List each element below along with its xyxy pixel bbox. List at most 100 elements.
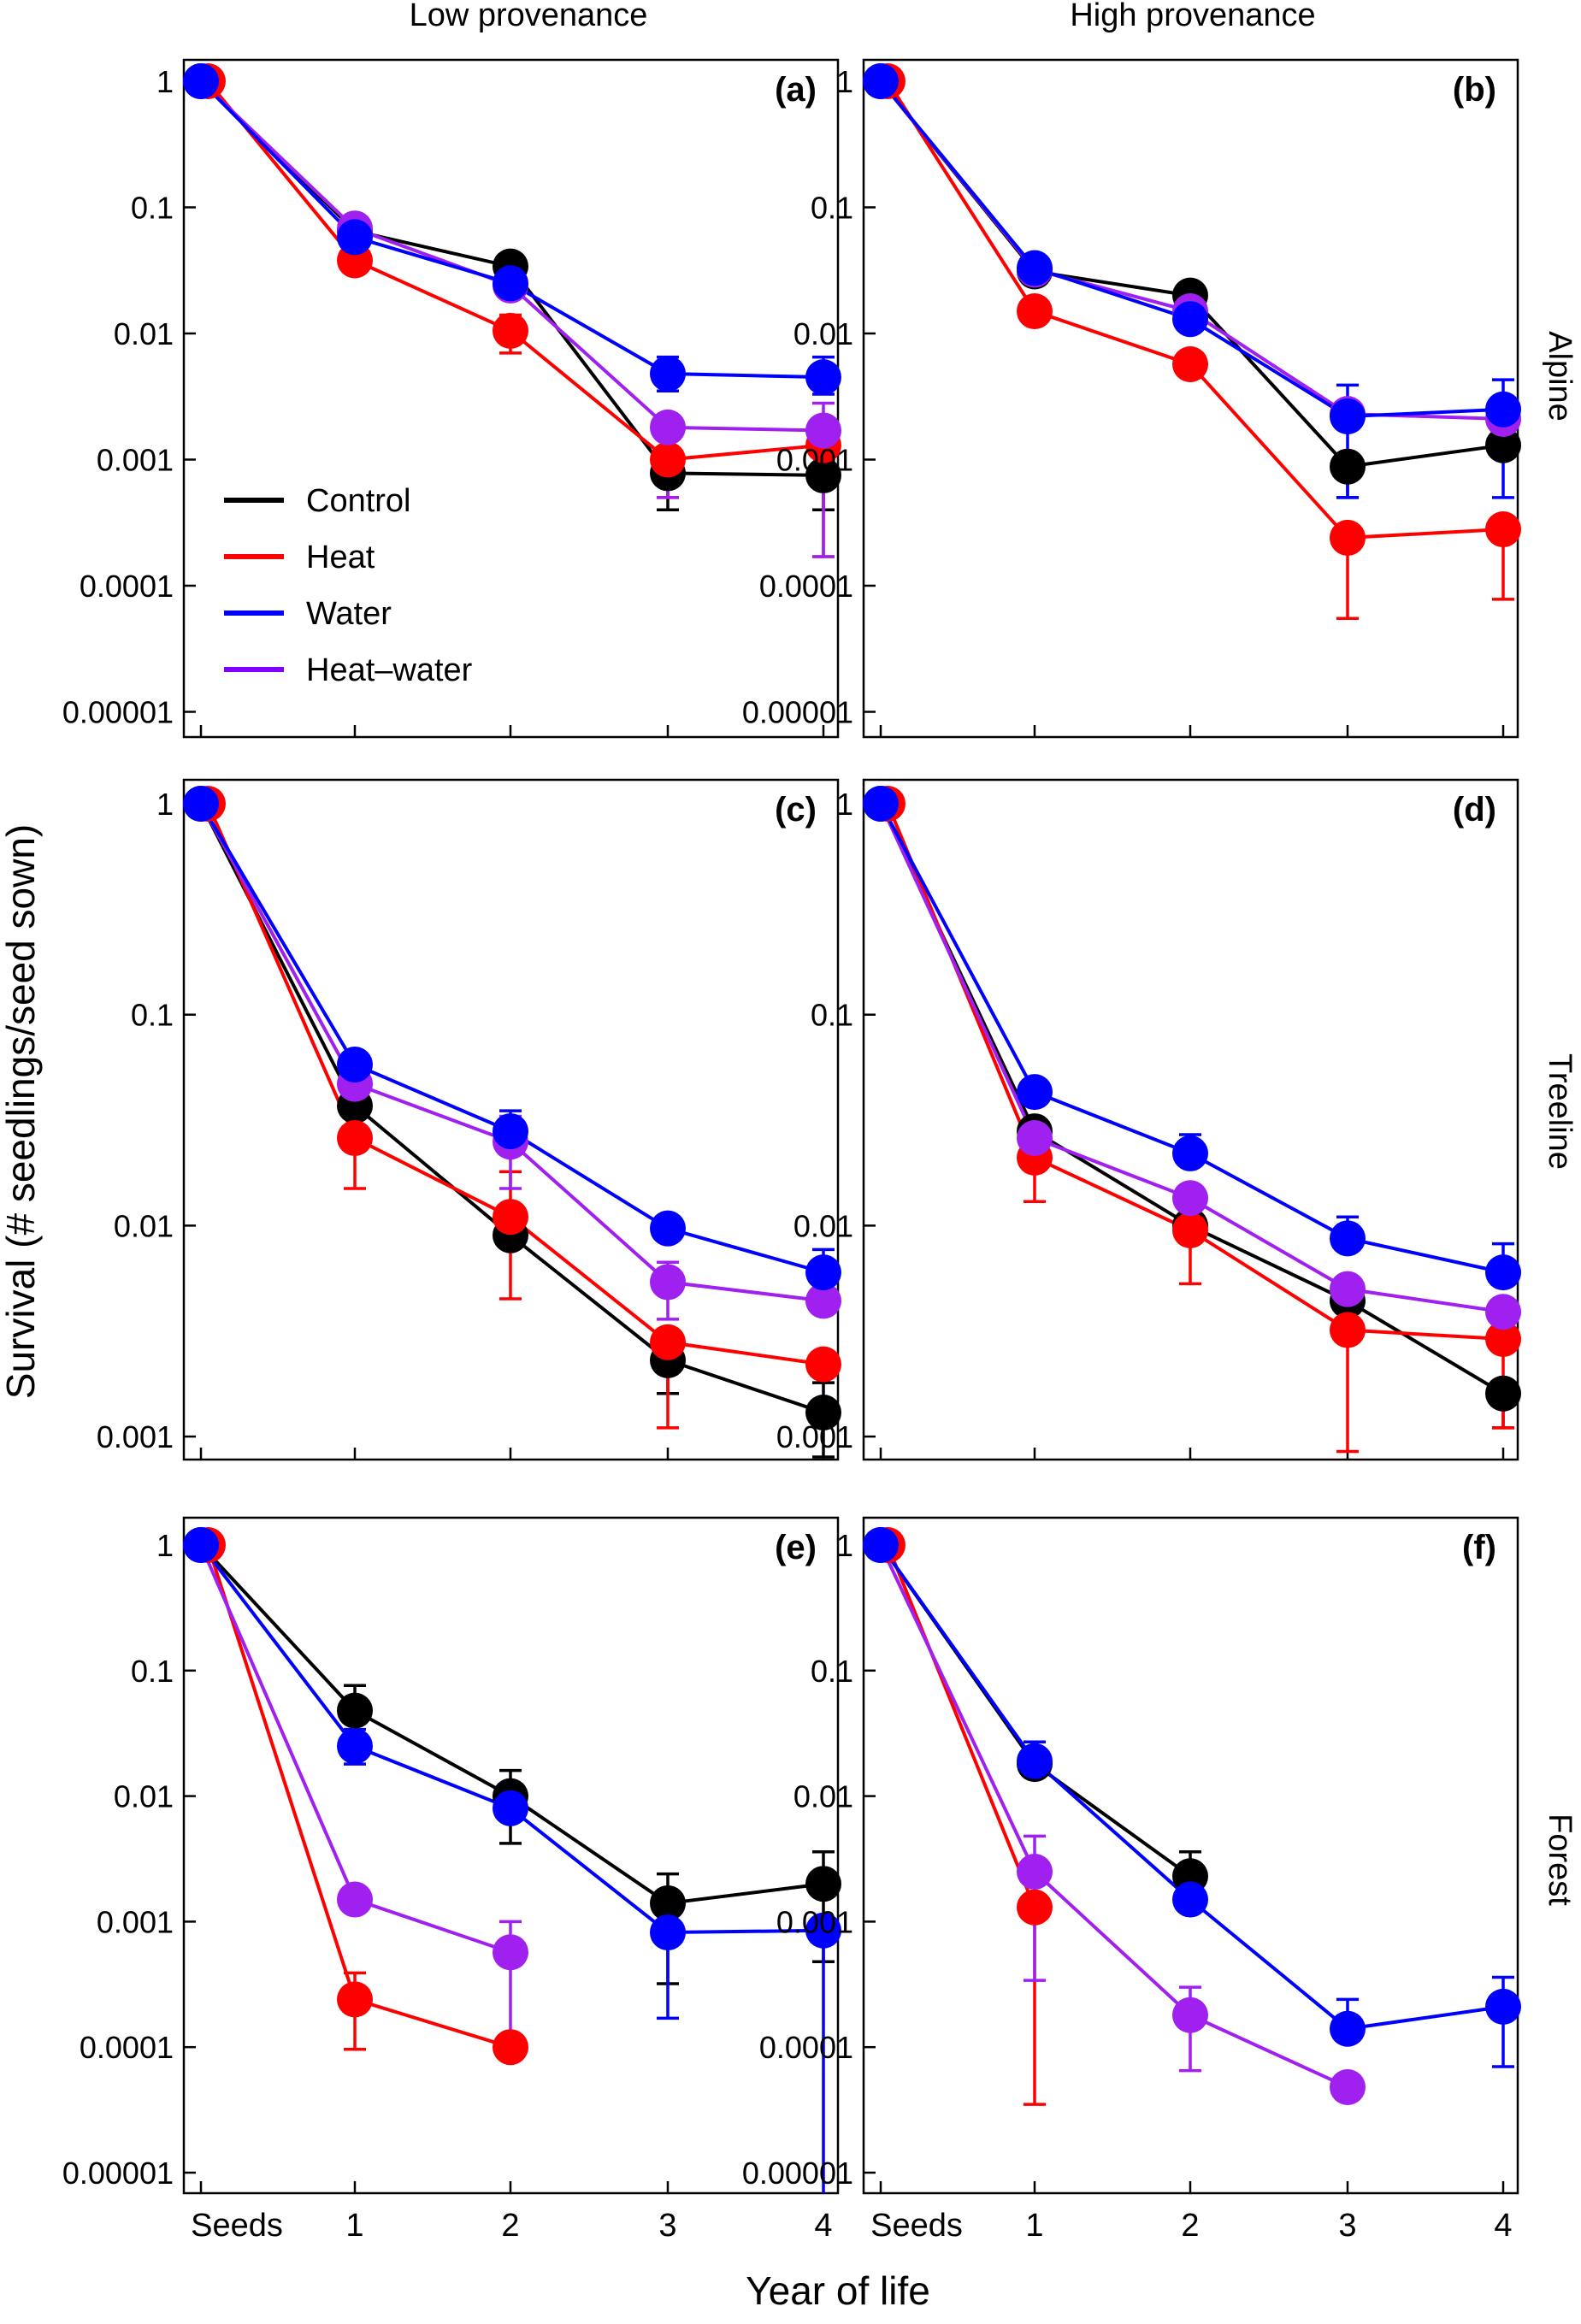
series-line	[199, 1543, 824, 1906]
point-heat-2	[493, 2029, 528, 2066]
point-heat-1	[337, 1120, 373, 1157]
point-heat-1	[337, 1981, 373, 2018]
panel-frame	[182, 1516, 840, 2195]
y-tick-label: 0.01	[114, 1779, 174, 1814]
point-water-2	[1172, 1881, 1208, 1918]
point-heat-water-3	[650, 1264, 686, 1301]
point-heat-water-2	[493, 1934, 528, 1971]
point-water-2	[493, 1790, 528, 1826]
point-heat-1	[1017, 293, 1053, 330]
point-water-2	[493, 1113, 528, 1150]
point-water-4	[1485, 391, 1521, 428]
point-heat-1	[1017, 1889, 1053, 1926]
series-heat-line	[206, 1544, 511, 2051]
y-tick-label: 0.0001	[80, 569, 174, 604]
point-heat-water-3	[650, 409, 686, 445]
x-tick-label: 1	[345, 2208, 363, 2244]
point-heat-3	[1330, 1312, 1366, 1348]
legend-label-0: Control	[306, 483, 411, 519]
y-tick-label: 0.0001	[80, 2030, 174, 2065]
y-tick-label: 0.1	[131, 191, 174, 226]
point-water-4	[805, 1912, 841, 1949]
x-tick-label: 2	[501, 2208, 519, 2244]
y-tick-label: 0.01	[793, 1779, 853, 1814]
panel-b: 1 0.1 0.01 0.001 0.0001 0.00001 (b)	[742, 58, 1521, 739]
point-control-3	[650, 1885, 686, 1921]
series-water-line	[199, 80, 835, 396]
legend-label-3: Heat–water	[306, 652, 473, 688]
panel-label: (f)	[1462, 1529, 1496, 1566]
series-line	[206, 803, 824, 1366]
point-water-seeds	[183, 786, 219, 822]
y-tick-label: 0.001	[97, 443, 174, 478]
series-water-line	[199, 1543, 825, 2193]
y-tick-label: 0.01	[793, 1208, 853, 1243]
x-tick-label: 4	[1494, 2208, 1512, 2244]
y-tick-label: 0.001	[776, 1904, 853, 1939]
point-heat-3	[650, 1324, 686, 1360]
series-line	[886, 1544, 1036, 1908]
series-heat-line	[886, 803, 1514, 1454]
panel-a: 1 0.1 0.01 0.001 0.0001 0.00001 (a)	[62, 58, 841, 739]
point-control-3	[1330, 448, 1366, 485]
point-heat-water-2	[1172, 1997, 1208, 2033]
y-axis-label: Survival (# seedlings/seed sown)	[0, 824, 43, 1399]
point-heat-3	[650, 441, 686, 478]
y-tick-label: 0.001	[776, 1419, 853, 1454]
point-water-3	[1330, 1220, 1366, 1257]
legend-label-2: Water	[306, 596, 392, 632]
y-tick-label: 0.0001	[759, 569, 853, 604]
panel-frame	[862, 778, 1519, 1461]
point-water-seeds	[863, 1527, 899, 1563]
x-tick-label: Seeds	[870, 2208, 963, 2244]
point-heat-4	[1485, 1321, 1521, 1358]
panel-f: 1 0.1 0.01 0.001 0.0001 0.00001 Seeds 1 2 3 4 (f)	[742, 1516, 1521, 2244]
x-tick-label: Seeds	[191, 2208, 283, 2244]
point-water-seeds	[863, 786, 899, 822]
row-title-forest: Forest	[1542, 1814, 1578, 1906]
x-tick-label: 1	[1025, 2208, 1043, 2244]
point-heat-water-3	[1330, 2068, 1366, 2105]
x-tick-label: 3	[658, 2208, 676, 2244]
point-water-seeds	[863, 63, 899, 99]
point-water-3	[1330, 398, 1366, 434]
y-tick-label: 0.01	[793, 316, 853, 351]
y-tick-label: 0.001	[776, 443, 853, 478]
point-heat-2	[493, 1199, 528, 1236]
series-heat-water-line	[879, 1544, 1348, 2089]
series-line	[879, 1544, 1348, 2089]
panel-label: (e)	[775, 1529, 817, 1566]
point-water-2	[493, 265, 528, 302]
point-water-1	[337, 1728, 373, 1765]
column-title-low: Low provenance	[410, 0, 648, 33]
y-tick-label: 1	[156, 64, 174, 99]
column-title-high: High provenance	[1070, 0, 1315, 33]
point-heat-4	[1485, 511, 1521, 548]
x-tick-label: 4	[814, 2208, 832, 2244]
point-water-4	[805, 1254, 841, 1291]
point-heat-water-4	[1485, 1294, 1521, 1330]
point-control-1	[337, 1692, 373, 1729]
legend: Control Heat Water Heat–water	[224, 483, 473, 688]
point-water-1	[1017, 250, 1053, 286]
y-tick-label: 1	[836, 1528, 853, 1563]
point-control-4	[1485, 427, 1521, 463]
row-title-alpine: Alpine	[1542, 331, 1578, 422]
y-tick-label: 0.00001	[742, 695, 853, 730]
point-water-4	[1485, 1988, 1521, 2025]
point-heat-4	[805, 1346, 841, 1383]
row-title-treeline: Treeline	[1542, 1053, 1578, 1170]
series-line	[879, 1543, 1192, 1878]
y-tick-label: 0.00001	[62, 695, 174, 730]
point-heat-water-1	[1017, 1853, 1053, 1890]
point-water-1	[1017, 1743, 1053, 1779]
point-water-seeds	[183, 1527, 219, 1563]
x-tick-label: 3	[1338, 2208, 1356, 2244]
point-water-3	[650, 356, 686, 392]
point-heat-2	[493, 312, 528, 349]
y-tick-label: 1	[836, 64, 853, 99]
y-tick-label: 0.00001	[62, 2156, 174, 2191]
panels: 1 0.1 0.01 0.001 0.0001 0.00001 (a) 1 0.1 0.01 0.0…	[62, 58, 1521, 2244]
